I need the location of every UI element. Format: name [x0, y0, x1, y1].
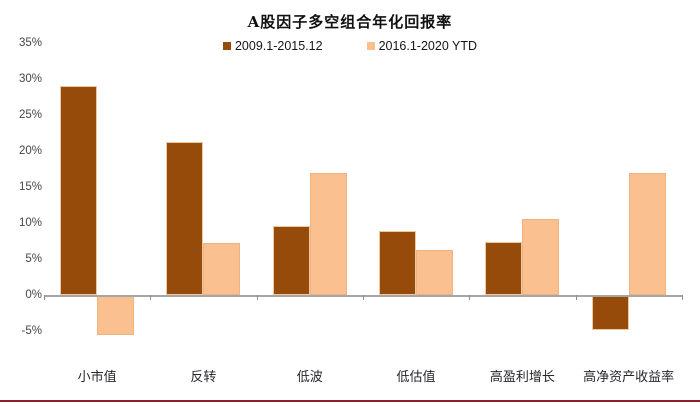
- x-axis-tick: [44, 295, 45, 300]
- legend-label-series2: 2016.1-2020 YTD: [378, 39, 478, 53]
- bar-反转-series1: [166, 142, 204, 295]
- bar-低波-series1: [272, 225, 310, 295]
- bar-反转-series2: [203, 243, 241, 295]
- bar-低估值-series1: [379, 230, 417, 295]
- bar-高盈利增长-series1: [485, 242, 523, 295]
- y-axis-tick-label: 5%: [25, 253, 42, 265]
- y-axis-tick-label: 15%: [18, 181, 42, 193]
- y-axis-tick-label: 0%: [25, 289, 42, 301]
- legend: 2009.1-2015.12 2016.1-2020 YTD: [0, 39, 700, 53]
- y-axis-tick-label: 35%: [18, 37, 42, 49]
- x-axis-category-label: 低波: [296, 370, 323, 385]
- x-axis-tick: [362, 295, 364, 300]
- y-axis-tick-label: 25%: [18, 109, 42, 121]
- x-axis-tick: [681, 295, 683, 300]
- bar-高净资产收益率-series1: [591, 296, 629, 330]
- x-axis-category-label: 小市值: [77, 370, 117, 385]
- legend-swatch-icon: [366, 42, 375, 50]
- y-axis-tick-label: 10%: [18, 217, 42, 229]
- x-axis-category-label: 反转: [190, 370, 217, 385]
- bar-低估值-series2: [416, 250, 454, 295]
- legend-label-series1: 2009.1-2015.12: [234, 39, 323, 53]
- x-axis-category-label: 低估值: [396, 370, 436, 385]
- x-axis-tick: [256, 295, 258, 300]
- x-axis-tick: [575, 295, 577, 300]
- x-axis-tick: [150, 295, 152, 300]
- x-axis-category-label: 高盈利增长: [489, 370, 555, 385]
- footer-accent-rule: [0, 400, 700, 402]
- bar-低波-series2: [309, 172, 347, 295]
- bar-高盈利增长-series2: [522, 219, 560, 295]
- bar-小市值-series1: [60, 86, 98, 295]
- bar-小市值-series2: [97, 296, 135, 335]
- legend-swatch-icon: [222, 42, 231, 50]
- legend-item-series1: 2009.1-2015.12: [222, 39, 323, 53]
- chart-title: A股因子多空组合年化回报率: [247, 13, 453, 31]
- y-axis-tick-label: 20%: [18, 145, 42, 157]
- legend-item-series2: 2016.1-2020 YTD: [366, 39, 478, 53]
- y-axis-tick-label: 30%: [18, 73, 42, 85]
- x-axis-category-label: 高净资产收益率: [583, 370, 675, 385]
- y-axis-tick-label: -5%: [21, 325, 42, 337]
- bar-高净资产收益率-series2: [628, 172, 666, 295]
- x-axis-tick: [469, 295, 471, 300]
